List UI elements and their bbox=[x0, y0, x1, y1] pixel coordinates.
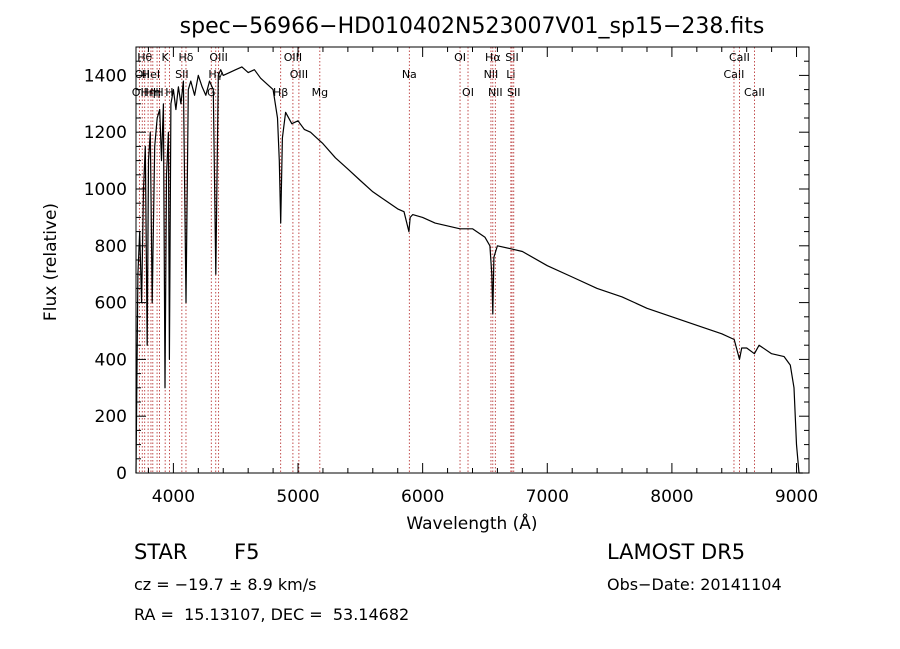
y-tick-label: 1200 bbox=[84, 123, 127, 143]
x-tick-label: 9000 bbox=[775, 487, 818, 507]
spectral-line-markers: OIIOIIHθHηHeIHηHHKHSIIHδGHγOIIIHβOIIIOII… bbox=[132, 47, 765, 473]
object-subclass: F5 bbox=[234, 540, 260, 564]
spectral-line-label: SII bbox=[505, 51, 518, 64]
x-tick-label: 7000 bbox=[526, 487, 569, 507]
spectral-line-label: SII bbox=[507, 86, 520, 99]
spectral-line-label: Hη bbox=[145, 86, 160, 99]
spectral-line-label: NII bbox=[488, 86, 503, 99]
spectral-line-label: OIII bbox=[209, 51, 227, 64]
spectral-line-label: K bbox=[162, 51, 170, 64]
y-tick-label: 1400 bbox=[84, 66, 127, 86]
y-axis-label: Flux (relative) bbox=[41, 203, 61, 321]
x-tick-label: 5000 bbox=[276, 487, 319, 507]
x-tick-label: 6000 bbox=[401, 487, 444, 507]
spectral-line-label: NII bbox=[484, 68, 499, 81]
survey-name: LAMOST DR5 bbox=[607, 540, 746, 564]
spectral-line-label: OI bbox=[454, 51, 466, 64]
spectral-line-label: SII bbox=[175, 68, 188, 81]
spectral-line-label: Hδ bbox=[178, 51, 193, 64]
spectral-line-label: CaII bbox=[729, 51, 750, 64]
x-axis: 4000 5000 6000 7000 8000 9000 bbox=[147, 47, 818, 507]
spectral-line-label: Hθ bbox=[137, 51, 152, 64]
spectral-line-label: H bbox=[165, 86, 173, 99]
y-tick-label: 200 bbox=[95, 407, 127, 427]
plot-frame bbox=[135, 46, 810, 474]
x-tick-label: 4000 bbox=[152, 487, 195, 507]
spectral-line-label: OIII bbox=[290, 68, 308, 81]
chart-title: spec−56966−HD010402N523007V01_sp15−238.f… bbox=[180, 14, 765, 39]
observation-date: Obs−Date: 20141104 bbox=[607, 575, 782, 594]
spectral-line-label: G bbox=[207, 86, 216, 99]
series-layer bbox=[135, 66, 803, 474]
spectral-line-label: OI bbox=[462, 86, 474, 99]
spectral-line-label: H bbox=[153, 86, 161, 99]
spectral-line-label: CaII bbox=[724, 68, 745, 81]
spectral-line-label: Na bbox=[402, 68, 417, 81]
spectral-line-label: Li bbox=[506, 68, 515, 81]
x-axis-label: Wavelength (Å) bbox=[406, 512, 537, 534]
spectral-line-label: HeI bbox=[142, 68, 160, 81]
spectral-line-label: Hα bbox=[485, 51, 501, 64]
y-tick-label: 400 bbox=[95, 350, 127, 370]
spectral-line-label: OIII bbox=[284, 51, 302, 64]
spectral-line-label: H bbox=[155, 86, 163, 99]
y-tick-label: 0 bbox=[116, 464, 127, 484]
spectral-line-label: CaII bbox=[744, 86, 765, 99]
y-tick-label: 1000 bbox=[84, 180, 127, 200]
y-tick-label: 600 bbox=[95, 294, 127, 314]
x-tick-label: 8000 bbox=[650, 487, 693, 507]
spectral-line-label: OII bbox=[135, 68, 150, 81]
coordinates: RA = 15.13107, DEC = 53.14682 bbox=[134, 605, 410, 624]
redshift-velocity: cz = −19.7 ± 8.9 km/s bbox=[134, 575, 317, 594]
y-axis: 0 200 400 600 800 1000 1200 1400 bbox=[84, 60, 809, 484]
spectral-line-label: Mg bbox=[312, 86, 328, 99]
spectral-line-label: Hη bbox=[140, 86, 155, 99]
spectral-line-label: Hβ bbox=[273, 86, 288, 99]
y-tick-label: 800 bbox=[95, 237, 127, 257]
object-class: STAR bbox=[134, 540, 188, 564]
spectrum-line bbox=[135, 66, 803, 474]
